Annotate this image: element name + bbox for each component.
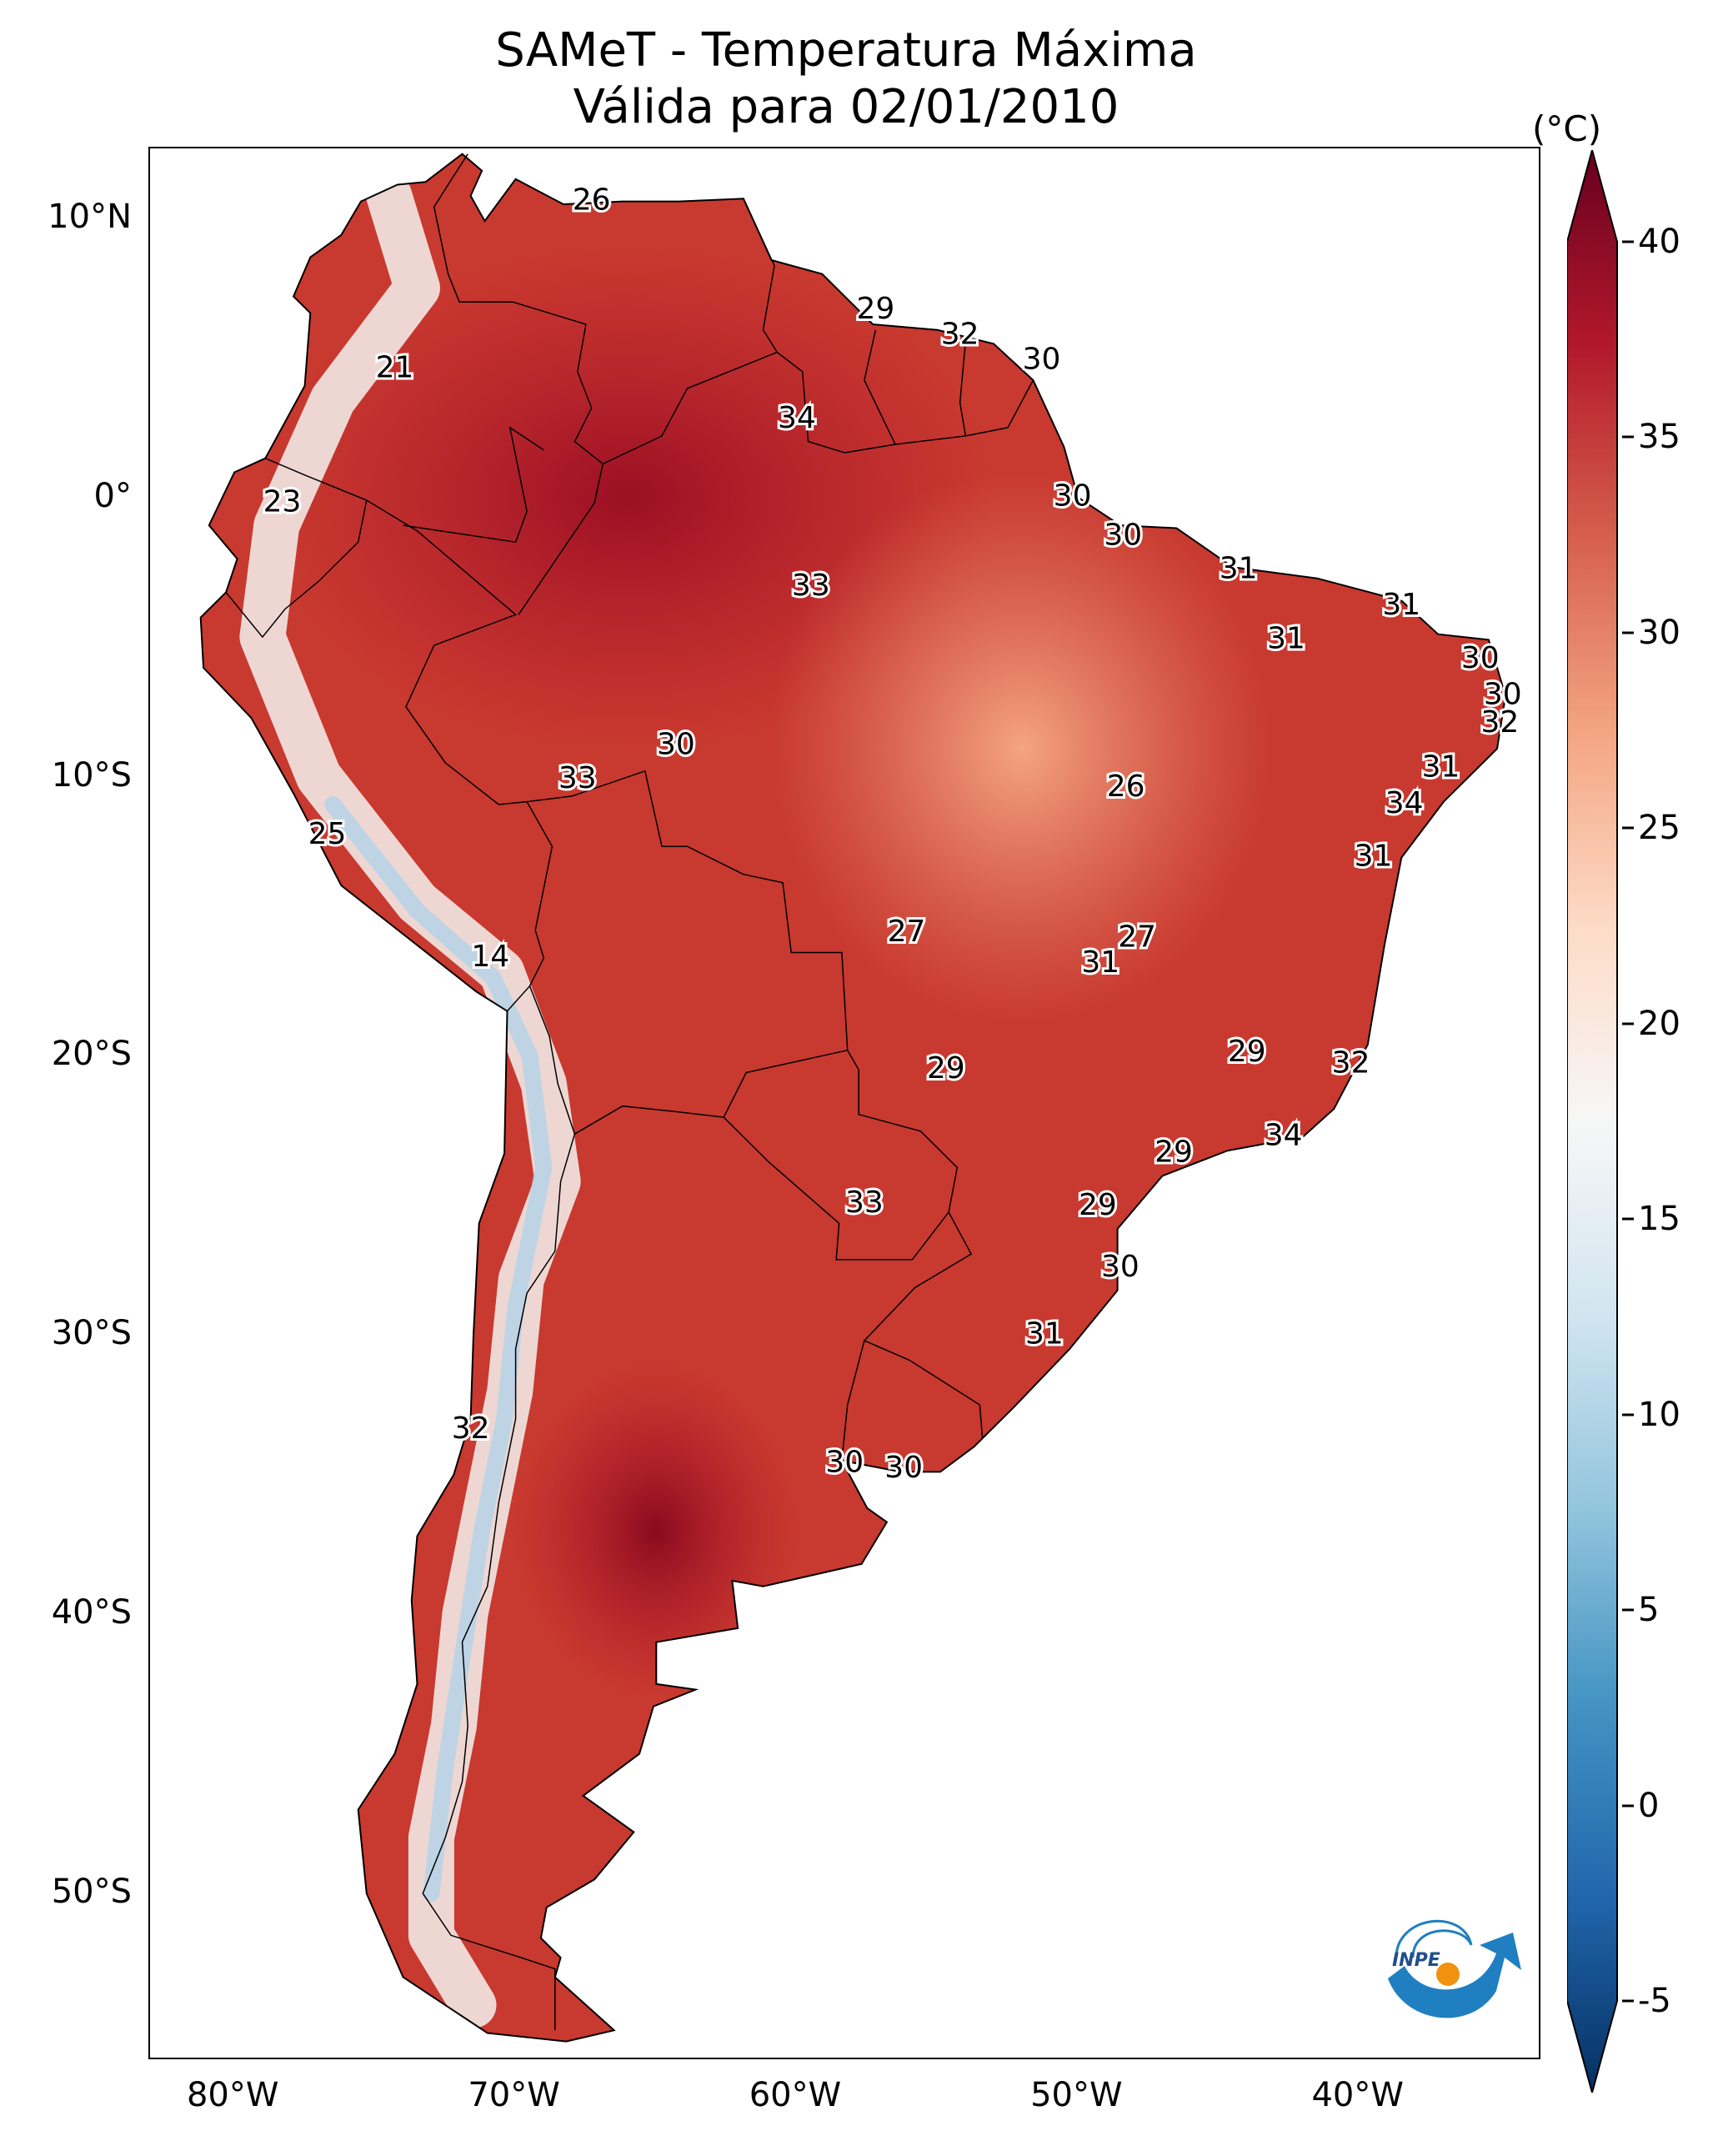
station-temperature-label: 32 [1480,705,1519,740]
station-temperature-label: 25 [308,817,347,851]
colorbar [1567,150,1618,2093]
colorbar-tick-mark [1622,1022,1634,1025]
colorbar-tick-mark [1622,1804,1634,1808]
patagonia-hot-area [515,1362,797,1698]
map-frame[interactable]: 26 21 29 32 30 34 23 30 30 33 31 31 31 30 30 32 31 34 31 30… [148,147,1540,2059]
station-temperature-label: 33 [845,1186,884,1220]
station-temperature-label: 29 [927,1051,965,1086]
map-title: SAMeT - Temperatura Máxima [495,23,1197,78]
station-temperature-label: 30 [1101,1250,1139,1284]
station-temperature-label: 32 [941,317,979,351]
border-line [864,329,967,445]
colorbar-tick-label: 10 [1638,1395,1680,1434]
colorbar-tick-label: 25 [1638,809,1680,848]
border-line [841,1340,865,1462]
colorbar-tick-label: 30 [1638,613,1680,652]
station-temperature-label: 29 [857,292,895,326]
inpe-logo: INPE [1388,1919,1521,2018]
station-temperature-label: 30 [825,1445,864,1479]
map-subtitle: Válida para 02/01/2010 [573,80,1119,134]
station-temperature-label: 30 [1461,641,1500,675]
station-temperature-label: 34 [1385,786,1424,820]
station-temperature-label: 30 [1484,677,1522,711]
andes-cold-core [324,796,553,1903]
station-temperature-label: 33 [558,761,597,795]
station-temperature-label: 30 [657,728,695,762]
station-temperature-label: 33 [792,569,830,603]
station-temperature-label: 29 [1079,1188,1117,1222]
latitude-tick-label: 0° [93,476,132,515]
station-temperature-label: 26 [1107,770,1145,804]
colorbar-tick-label: 15 [1638,1200,1680,1239]
station-temperature-label: 30 [1054,479,1092,514]
station-temperature-label: 26 [573,183,611,218]
longitude-tick-label: 70°W [468,2076,560,2114]
station-temperature-label: 31 [1382,588,1420,622]
station-temperature-label: 31 [1025,1316,1064,1351]
station-temperature-label: 27 [1118,920,1156,955]
station-temperature-label: 31 [1355,840,1393,874]
latitude-tick-label: 20°S [51,1035,132,1074]
colorbar-tick-label: -5 [1638,1982,1671,2020]
colorbar-tick-label: 0 [1638,1786,1660,1825]
border-line [433,153,604,615]
colorbar-tick-mark [1622,1608,1634,1612]
colorbar-tick-mark [1622,631,1634,634]
longitude-tick-label: 60°W [749,2076,842,2114]
station-temperature-label: 31 [1267,621,1305,655]
border-line [528,985,848,1136]
border-line [225,458,368,639]
colorbar-tick-mark [1622,435,1634,439]
longitude-tick-label: 40°W [1311,2076,1404,2114]
colorbar-tick-mark [1622,1217,1634,1221]
station-temperature-label: 32 [1332,1045,1370,1080]
station-temperature-label: 31 [1220,552,1258,586]
border-line [403,426,544,544]
station-temperature-label: 30 [1023,343,1061,377]
station-temperature-label: 14 [471,940,509,974]
latitude-tick-label: 30°S [51,1314,132,1353]
latitude-tick-label: 50°S [51,1873,132,1912]
station-temperature-label: 34 [778,401,816,435]
station-temperature-label: 31 [1081,945,1119,980]
station-temperature-label: 32 [452,1411,490,1446]
colorbar-tick-mark [1622,240,1634,243]
coastline [199,153,1507,2043]
country-borders [225,153,1034,2031]
latitude-tick-label: 10°S [51,755,132,795]
station-temperature-label: 23 [263,484,302,519]
colorbar-tick-label: 5 [1638,1591,1660,1630]
border-line [965,379,1034,437]
colorbar-tick-label: 40 [1638,223,1680,261]
border-line [527,770,859,1070]
central-brazil-warm-area [769,469,1275,1028]
station-temperature-label: 27 [888,915,926,949]
border-line [366,499,553,1012]
border-line [422,1133,576,2031]
border-line [723,1070,959,1261]
station-temperature-label: 30 [1104,518,1142,552]
latitude-tick-label: 40°S [51,1593,132,1632]
station-temperature-label: 31 [1422,750,1460,784]
colorbar-tick-mark [1622,1999,1634,2003]
border-line [776,351,896,454]
station-temperature-label: 30 [884,1451,923,1485]
longitude-tick-label: 80°W [186,2076,279,2114]
latitude-tick-label: 10°N [48,197,132,236]
station-temperature-label: 34 [1265,1119,1303,1153]
station-temperature-label: 29 [1228,1035,1266,1069]
colorbar-unit: (°C) [1532,108,1602,149]
station-temperature-label: 29 [1155,1136,1193,1170]
colorbar-tick-label: 35 [1638,418,1680,457]
colorbar-tick-label: 20 [1638,1004,1680,1043]
svg-text:INPE: INPE [1392,1950,1440,1971]
station-temperature-label: 21 [376,351,414,385]
longitude-tick-label: 50°W [1030,2076,1123,2114]
colorbar-tick-mark [1622,826,1634,830]
colorbar-tick-mark [1622,1413,1634,1416]
